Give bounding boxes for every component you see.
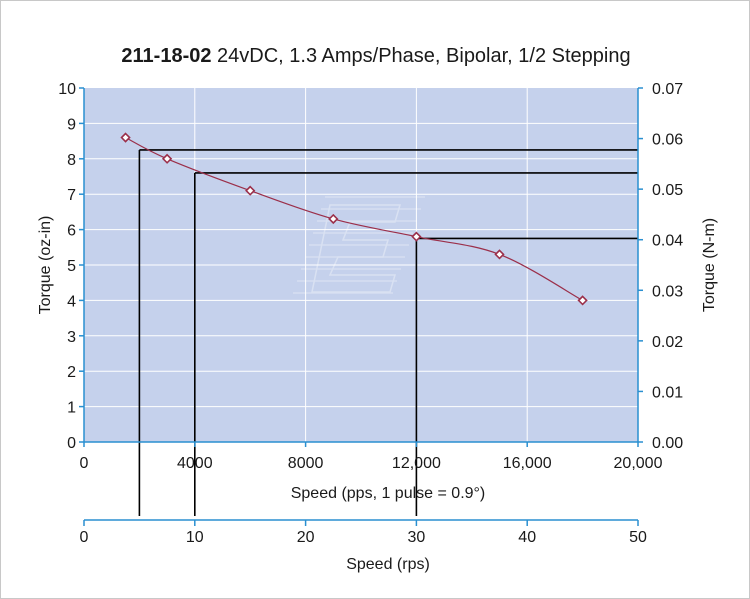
x-tick-label: 0 xyxy=(80,455,89,472)
y-tick-label: 3 xyxy=(67,329,76,346)
secondary-y-tick-label: 0.02 xyxy=(652,334,683,351)
y-tick-label: 9 xyxy=(67,116,76,133)
secondary-y-tick-label: 0.06 xyxy=(652,132,683,149)
secondary-x-tick-label: 30 xyxy=(408,529,426,546)
chart-title-model: 211-18-02 xyxy=(121,45,212,67)
secondary-y-tick-label: 0.03 xyxy=(652,283,683,300)
y-tick-label: 4 xyxy=(67,293,76,310)
y-tick-label: 7 xyxy=(67,187,76,204)
secondary-x-tick-label: 0 xyxy=(80,529,89,546)
y-tick-label: 1 xyxy=(67,400,76,417)
y-tick-label: 0 xyxy=(67,435,76,452)
y-tick-label: 8 xyxy=(67,152,76,169)
secondary-y-tick-label: 0.05 xyxy=(652,182,683,199)
y-tick-label: 5 xyxy=(67,258,76,275)
y-tick-label: 10 xyxy=(58,81,76,98)
secondary-x-tick-label: 10 xyxy=(186,529,204,546)
torque-curve xyxy=(120,132,588,306)
chart-title: 211-18-02 24vDC, 1.3 Amps/Phase, Bipolar… xyxy=(1,45,750,68)
chart-title-spec: 24vDC, 1.3 Amps/Phase, Bipolar, 1/2 Step… xyxy=(211,45,631,67)
watermark-letter xyxy=(311,204,402,293)
secondary-x-axis-label: Speed (rps) xyxy=(346,556,430,573)
secondary-x-tick-label: 40 xyxy=(518,529,536,546)
secondary-y-axis-label: Torque (N-m) xyxy=(701,218,718,312)
y-tick-label: 6 xyxy=(67,223,76,240)
y-axis-label: Torque (oz-in) xyxy=(37,216,54,315)
data-point xyxy=(328,213,339,225)
axes xyxy=(79,87,643,526)
x-tick-label: 8000 xyxy=(288,455,324,472)
secondary-y-tick-label: 0.01 xyxy=(652,384,683,401)
data-point xyxy=(411,231,422,242)
x-tick-label: 12,000 xyxy=(392,455,441,472)
data-point xyxy=(161,153,173,164)
logo-watermark-shape xyxy=(293,196,425,294)
data-point xyxy=(245,185,256,196)
y-tick-label: 2 xyxy=(67,364,76,381)
x-axis-label: Speed (pps, 1 pulse = 0.9°) xyxy=(291,485,486,502)
tick-labels: 0 4000 8000 12,000 16,000 20,000 0 1 2 3 4 5 6 7 8 9 10 0… xyxy=(58,81,683,546)
x-tick-label: 16,000 xyxy=(503,455,552,472)
data-point xyxy=(577,295,588,306)
data-point xyxy=(120,132,131,143)
data-point xyxy=(494,249,505,260)
x-tick-label: 4000 xyxy=(177,455,213,472)
secondary-x-tick-label: 20 xyxy=(297,529,315,546)
secondary-y-tick-label: 0.04 xyxy=(652,233,683,250)
secondary-y-tick-label: 0.07 xyxy=(652,81,683,98)
x-tick-label: 20,000 xyxy=(614,455,663,472)
secondary-x-tick-label: 50 xyxy=(629,529,647,546)
reference-lines xyxy=(138,149,638,516)
secondary-y-tick-label: 0.00 xyxy=(652,435,683,452)
